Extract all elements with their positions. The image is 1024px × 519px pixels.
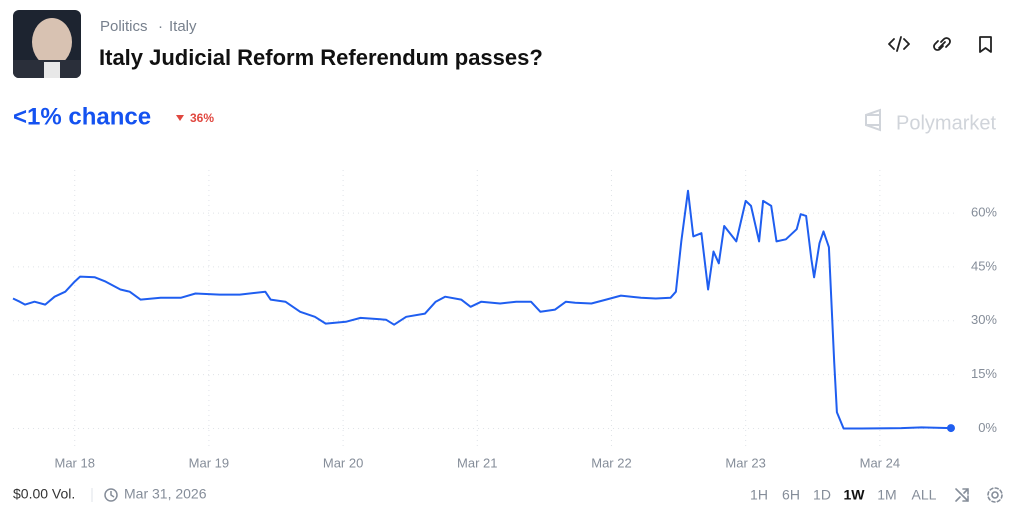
y-tick-label: 45% [971, 258, 997, 273]
subcategory[interactable]: Italy [169, 18, 197, 35]
shuffle-icon[interactable] [955, 488, 969, 502]
market-image [13, 10, 81, 78]
range-button[interactable]: 1H [750, 487, 768, 503]
x-tick-label: Mar 23 [725, 455, 765, 470]
x-tick-label: Mar 24 [860, 455, 900, 470]
price-line [12, 189, 952, 430]
y-tick-label: 15% [971, 366, 997, 381]
chance: <1% chance [13, 103, 151, 130]
settings-icon[interactable] [991, 491, 999, 499]
brand: Polymarket [896, 112, 996, 134]
range-button[interactable]: 1W [844, 487, 866, 503]
end-date: Mar 31, 2026 [124, 486, 207, 502]
range-button[interactable]: 6H [782, 487, 800, 503]
clock-icon [104, 488, 118, 502]
x-tick-label: Mar 20 [323, 455, 363, 470]
link-icon[interactable] [933, 37, 951, 51]
volume: $0.00 Vol. [13, 486, 75, 502]
current-point [946, 424, 955, 433]
range-button[interactable]: 1M [877, 487, 896, 503]
separator: · [158, 18, 163, 35]
brand-logo [865, 108, 881, 132]
chance-change: 36% [190, 111, 214, 125]
y-tick-label: 0% [978, 420, 997, 435]
embed-icon[interactable] [888, 36, 910, 52]
x-tick-label: Mar 21 [457, 455, 497, 470]
y-tick-label: 30% [971, 312, 997, 327]
market-title: Italy Judicial Reform Referendum passes? [99, 45, 543, 70]
range-button[interactable]: 1D [813, 487, 831, 503]
x-tick-label: Mar 18 [54, 455, 94, 470]
x-tick-label: Mar 19 [189, 455, 229, 470]
range-button[interactable]: ALL [912, 487, 937, 503]
category[interactable]: Politics [100, 18, 148, 35]
bookmark-icon[interactable] [979, 36, 992, 53]
chart: 0% 15% 30% 45% 60% Mar 18 Mar 19 Mar 20 Mar 21 Ma… [12, 170, 997, 470]
down-arrow [176, 115, 184, 121]
x-tick-label: Mar 22 [591, 455, 631, 470]
y-tick-label: 60% [971, 205, 997, 220]
